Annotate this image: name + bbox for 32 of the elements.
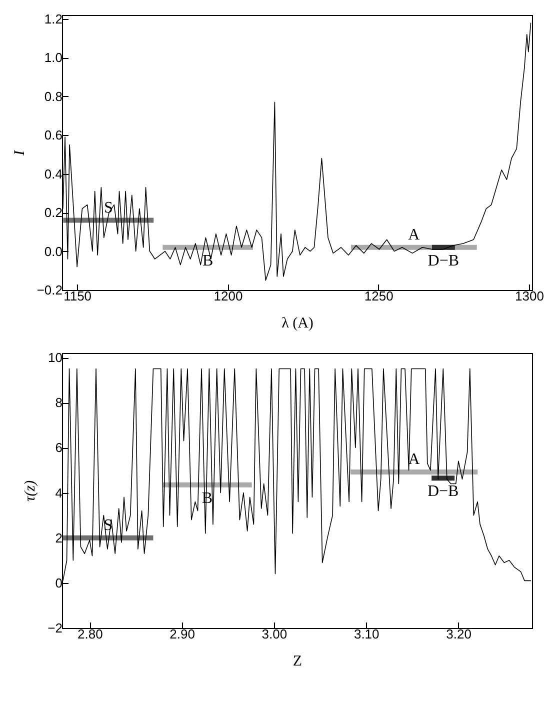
y-tick-label: 2 [55, 530, 62, 546]
y-tick-label: 0.4 [44, 166, 62, 182]
y-tick-label: 0.2 [44, 205, 62, 220]
y-tick-label: 0.0 [44, 244, 62, 259]
series-label: A [408, 226, 420, 244]
y-tick-label: 0 [55, 575, 62, 590]
x-tick-label: 3.20 [446, 626, 472, 642]
y-tick-label: 0.8 [44, 88, 62, 104]
x-tick-label: 3.10 [354, 626, 380, 642]
y-tick-label: 8 [55, 395, 62, 410]
y-tick-label: −2 [48, 620, 62, 636]
x-tick-label: 3.00 [262, 626, 288, 642]
x-tick-label: 1250 [364, 288, 394, 304]
y-axis-title: τ(z) [22, 480, 39, 502]
y-tick-label: 0.6 [44, 128, 62, 143]
y-tick-label: 10 [48, 350, 62, 366]
y-axis-title: I [12, 150, 28, 156]
x-tick-label: 1200 [214, 288, 243, 304]
y-tick-label: 6 [55, 440, 62, 456]
y-tick-label: 1.2 [44, 11, 62, 26]
y-tick-label: −0.2 [36, 282, 62, 298]
x-axis-title: Z [292, 654, 302, 670]
series-label: D−B [427, 483, 459, 500]
x-axis-title: λ (A) [282, 316, 314, 332]
x-tick-label: 2.90 [170, 626, 195, 642]
series-label: D−B [428, 252, 460, 270]
y-tick-label: 1.0 [44, 50, 62, 66]
x-tick-label: 2.80 [77, 626, 103, 642]
series-label: S [104, 199, 113, 216]
x-tick-label: 1300 [515, 288, 544, 304]
x-tick-label: 1150 [64, 288, 92, 304]
y-tick-label: 4 [55, 485, 62, 500]
